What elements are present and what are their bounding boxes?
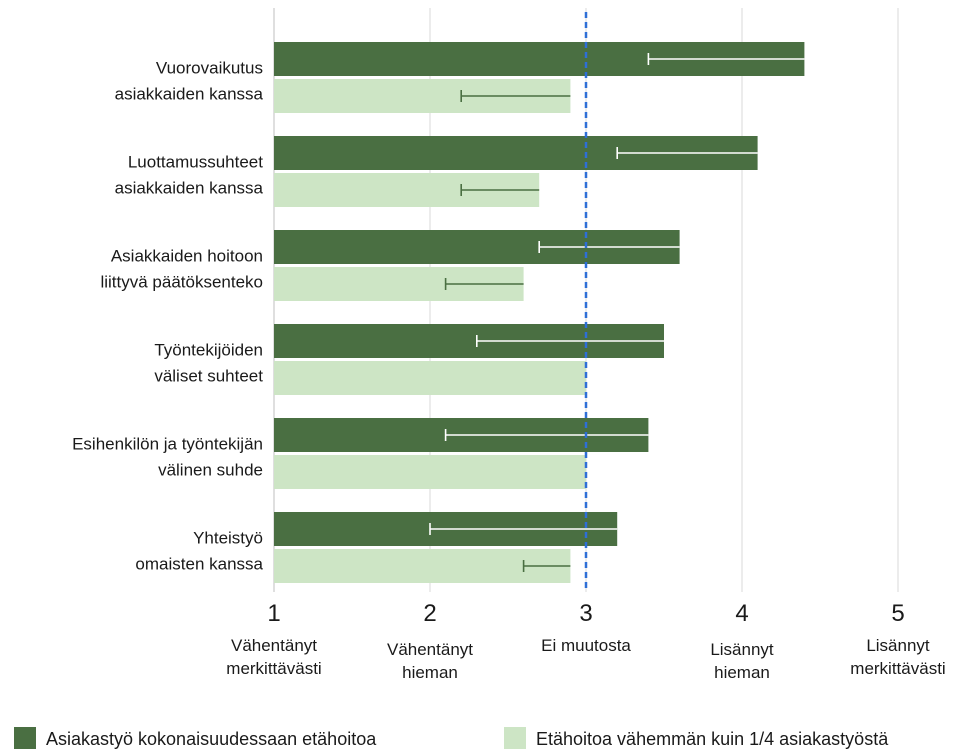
category-label-line: Asiakkaiden hoitoon: [111, 247, 263, 266]
category-label-line: Luottamussuhteet: [128, 153, 263, 172]
bars: [274, 42, 805, 583]
bar-partial-3: [274, 361, 586, 395]
category-label-line: Esihenkilön ja työntekijän: [72, 435, 263, 454]
x-tick-label-2: 2: [423, 600, 436, 627]
category-label-4: Esihenkilön ja työntekijän välinen suhde: [72, 435, 263, 480]
category-label-line: väliset suhteet: [154, 367, 263, 386]
category-label-line: välinen suhde: [158, 461, 263, 480]
x-tick-desc-3: Ei muutosta: [541, 636, 631, 655]
category-label-1: Luottamussuhteet asiakkaiden kanssa: [115, 153, 264, 198]
x-tick-desc-1: Vähentänyt: [231, 636, 317, 655]
category-label-line: Vuorovaikutus: [156, 59, 263, 78]
legend-label-0: Asiakastyö kokonaisuudessaan etähoitoa: [46, 729, 377, 749]
legend-swatch-1: [504, 727, 526, 749]
category-label-5: Yhteistyö omaisten kanssa: [135, 529, 263, 574]
x-axis-ticks: 1 Vähentänyt merkittävästi 2 Vähentänyt hiema…: [226, 600, 945, 682]
error-bars: [429, 53, 805, 572]
x-tick-desc-1: merkittävästi: [226, 659, 321, 678]
x-tick-desc-4: Lisännyt: [710, 640, 774, 659]
x-tick-desc-5: Lisännyt: [866, 636, 930, 655]
x-tick-desc-5: merkittävästi: [850, 659, 945, 678]
category-label-line: liittyvä päätöksenteko: [100, 273, 263, 292]
x-tick-label-1: 1: [267, 600, 280, 627]
x-tick-label-5: 5: [891, 600, 904, 627]
x-tick-desc-2: hieman: [402, 663, 458, 682]
category-label-line: asiakkaiden kanssa: [115, 179, 264, 198]
category-label-0: Vuorovaikutus asiakkaiden kanssa: [115, 59, 264, 104]
legend: Asiakastyö kokonaisuudessaan etähoitoa Et…: [14, 727, 889, 749]
category-label-2: Asiakkaiden hoitoon liittyvä päätöksentek…: [100, 247, 263, 292]
x-tick-desc-2: Vähentänyt: [387, 640, 473, 659]
legend-label-1: Etähoitoa vähemmän kuin 1/4 asiakastyöst…: [536, 729, 889, 749]
bar-partial-5: [274, 549, 571, 583]
legend-swatch-0: [14, 727, 36, 749]
x-tick-label-3: 3: [579, 600, 592, 627]
x-tick-desc-4: hieman: [714, 663, 770, 682]
category-label-line: Yhteistyö: [193, 529, 263, 548]
category-labels: Vuorovaikutus asiakkaiden kanssaLuottamus…: [72, 59, 263, 574]
bar-partial-4: [274, 455, 586, 489]
category-label-line: asiakkaiden kanssa: [115, 85, 264, 104]
category-label-line: Työntekijöiden: [154, 341, 263, 360]
x-tick-label-4: 4: [735, 600, 748, 627]
category-label-3: Työntekijöiden väliset suhteet: [154, 341, 263, 386]
category-label-line: omaisten kanssa: [135, 555, 263, 574]
